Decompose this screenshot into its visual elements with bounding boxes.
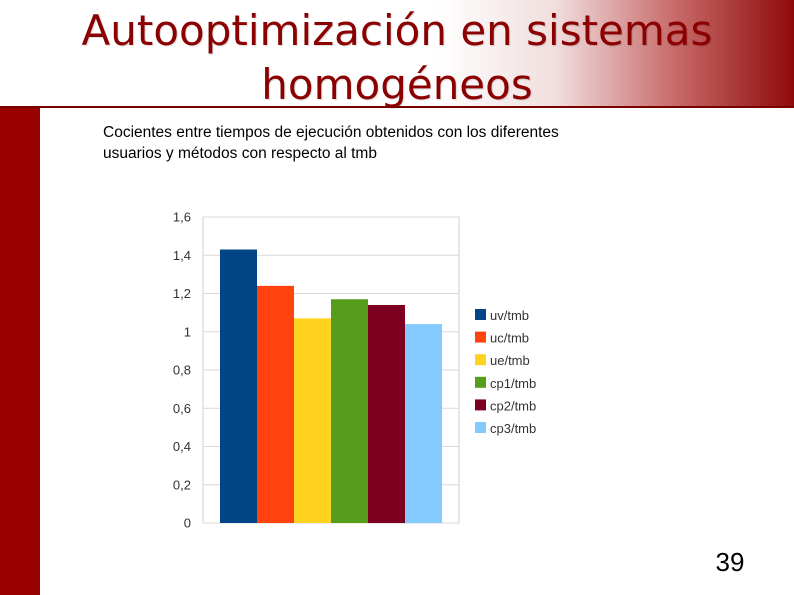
legend-label: ue/tmb: [490, 353, 530, 368]
slide-title: Autooptimización en sistemas homogéneos: [0, 4, 794, 112]
bar-uc-tmb: [257, 285, 294, 523]
page-number: 39: [715, 547, 745, 577]
bar-uv-tmb: [220, 249, 257, 523]
legend-label: uv/tmb: [490, 308, 529, 323]
y-tick-label: 0,4: [173, 439, 191, 454]
legend-label: cp2/tmb: [490, 398, 536, 413]
bar-cp3-tmb: [405, 324, 442, 523]
legend-label: cp3/tmb: [490, 421, 536, 436]
legend-swatch: [475, 399, 486, 411]
slide-caption: Cocientes entre tiempos de ejecución obt…: [103, 122, 723, 164]
slide-title-line-1: Autooptimización en sistemas: [81, 6, 713, 55]
legend-swatch: [475, 354, 486, 366]
bar-ue-tmb: [294, 318, 331, 523]
y-tick-label: 1: [184, 324, 191, 339]
legend-swatch: [475, 422, 486, 433]
chart-legend: uv/tmb uc/tmb ue/tmb cp1/tmb cp2/tmb cp3/tmb: [475, 308, 536, 436]
bar-cp2-tmb: [368, 304, 405, 523]
chart-bars: [220, 249, 442, 523]
title-bar: Autooptimización en sistemas homogéneos: [0, 0, 794, 109]
legend-label: uc/tmb: [490, 331, 529, 346]
legend-swatch: [475, 331, 486, 343]
chart-y-axis: 0 0,2 0,4 0,6 0,8 1 1,2 1,4 1,6: [173, 210, 191, 531]
y-tick-label: 1,4: [173, 248, 191, 263]
slide-title-line-2: homogéneos: [261, 60, 533, 109]
side-bar: [0, 108, 40, 595]
bar-cp1-tmb: [331, 299, 368, 523]
caption-line-1: Cocientes entre tiempos de ejecución obt…: [103, 124, 559, 141]
legend-swatch: [475, 309, 486, 320]
y-tick-label: 1,6: [173, 210, 191, 225]
y-tick-label: 0,6: [173, 401, 191, 416]
legend-swatch: [475, 376, 486, 388]
legend-label: cp1/tmb: [490, 376, 536, 391]
y-tick-label: 1,2: [173, 286, 191, 301]
caption-line-2: usuarios y métodos con respecto al tmb: [103, 145, 377, 162]
y-tick-label: 0: [184, 516, 191, 531]
y-tick-label: 0,2: [173, 477, 191, 492]
y-tick-label: 0,8: [173, 363, 191, 378]
